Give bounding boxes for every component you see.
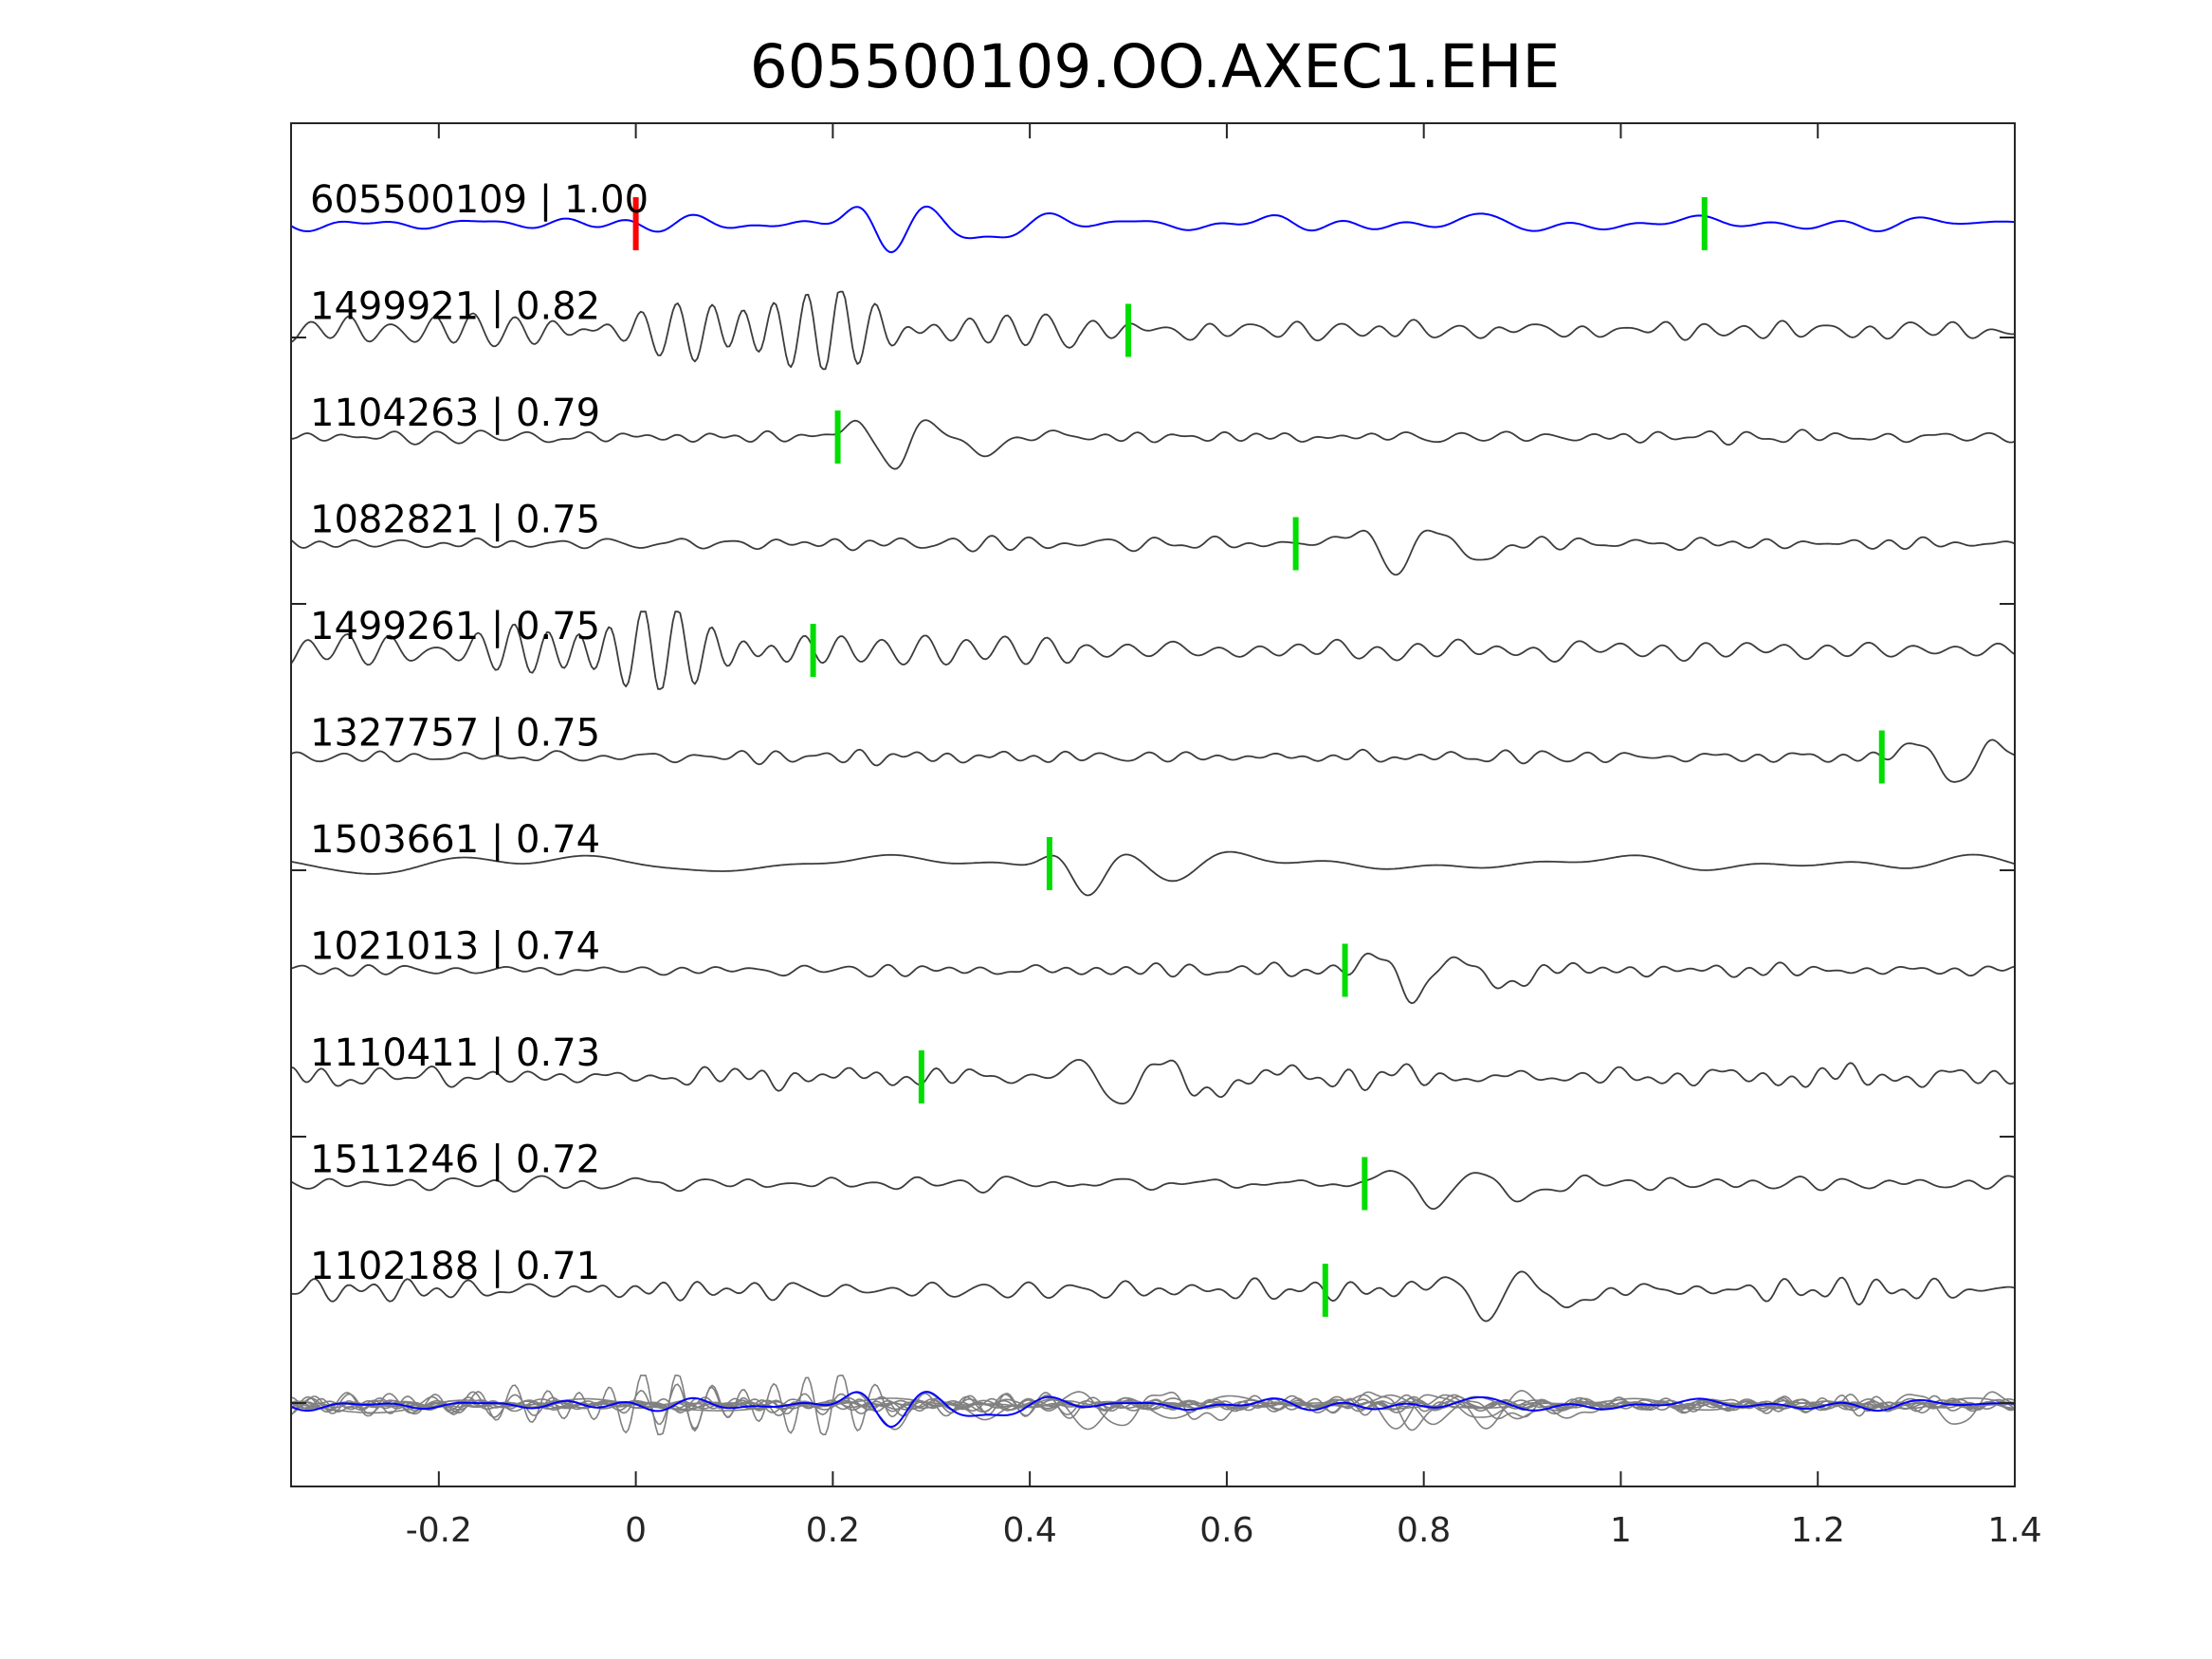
overlay-trace-1110411 (290, 1391, 2016, 1427)
trace-label-1104263: 1104263 | 0.79 (310, 392, 600, 435)
x-tick-label: 0.4 (1003, 1511, 1057, 1550)
trace-label-1511246: 1511246 | 0.72 (310, 1139, 600, 1182)
chart-title: 605500109.OO.AXEC1.EHE (750, 32, 1561, 101)
trace-1499261 (290, 611, 2016, 690)
trace-1499921 (290, 290, 2016, 371)
trace-label-1102188: 1102188 | 0.71 (310, 1245, 600, 1288)
trace-1102188 (290, 1270, 2016, 1322)
x-tick-label: -0.2 (406, 1511, 472, 1550)
x-tick-label: 1.2 (1791, 1511, 1845, 1550)
trace-label-1110411: 1110411 | 0.73 (310, 1031, 600, 1075)
overlay-trace-reference (290, 1391, 2016, 1429)
trace-1503661 (290, 850, 2016, 897)
trace-labels: 605500109 | 1.00 1499921 | 0.82 1104263 | … (310, 178, 649, 1288)
trace-label-1082821: 1082821 | 0.75 (310, 499, 600, 542)
overlay-trace-1499261 (290, 1375, 2016, 1435)
x-axis: -0.2 0 0.2 0.4 0.6 0.8 1 1.2 1.4 (406, 123, 2042, 1550)
trace-label-1499921: 1499921 | 0.82 (310, 285, 600, 329)
picks-layer (632, 197, 1885, 1317)
x-tick-label: 0.2 (806, 1511, 860, 1550)
trace-1511246 (290, 1170, 2016, 1211)
trace-label-1503661: 1503661 | 0.74 (310, 818, 600, 862)
trace-1021013 (290, 952, 2016, 1005)
x-tick-label: 0.6 (1199, 1511, 1253, 1550)
x-tick-label: 0.8 (1397, 1511, 1451, 1550)
trace-label-1327757: 1327757 | 0.75 (310, 712, 600, 756)
x-tick-label: 1 (1610, 1511, 1632, 1550)
trace-label-605500109: 605500109 | 1.00 (310, 178, 649, 222)
x-tick-label: 0 (625, 1511, 647, 1550)
overlay-trace-1327757 (290, 1391, 2016, 1425)
trace-605500109 (290, 205, 2016, 254)
trace-label-1021013: 1021013 | 0.74 (310, 925, 600, 969)
trace-1110411 (290, 1059, 2016, 1105)
trace-1082821 (290, 529, 2016, 576)
trace-1104263 (290, 419, 2016, 470)
overlay-stack (290, 1375, 2016, 1435)
y-axis (291, 337, 2015, 1404)
trace-label-1499261: 1499261 | 0.75 (310, 605, 600, 648)
trace-1327757 (290, 738, 2016, 783)
overlay-trace-1021013 (290, 1391, 2016, 1431)
axes-box (290, 122, 2016, 1487)
traces-layer (290, 205, 2016, 1322)
x-tick-label: 1.4 (1987, 1511, 2041, 1550)
